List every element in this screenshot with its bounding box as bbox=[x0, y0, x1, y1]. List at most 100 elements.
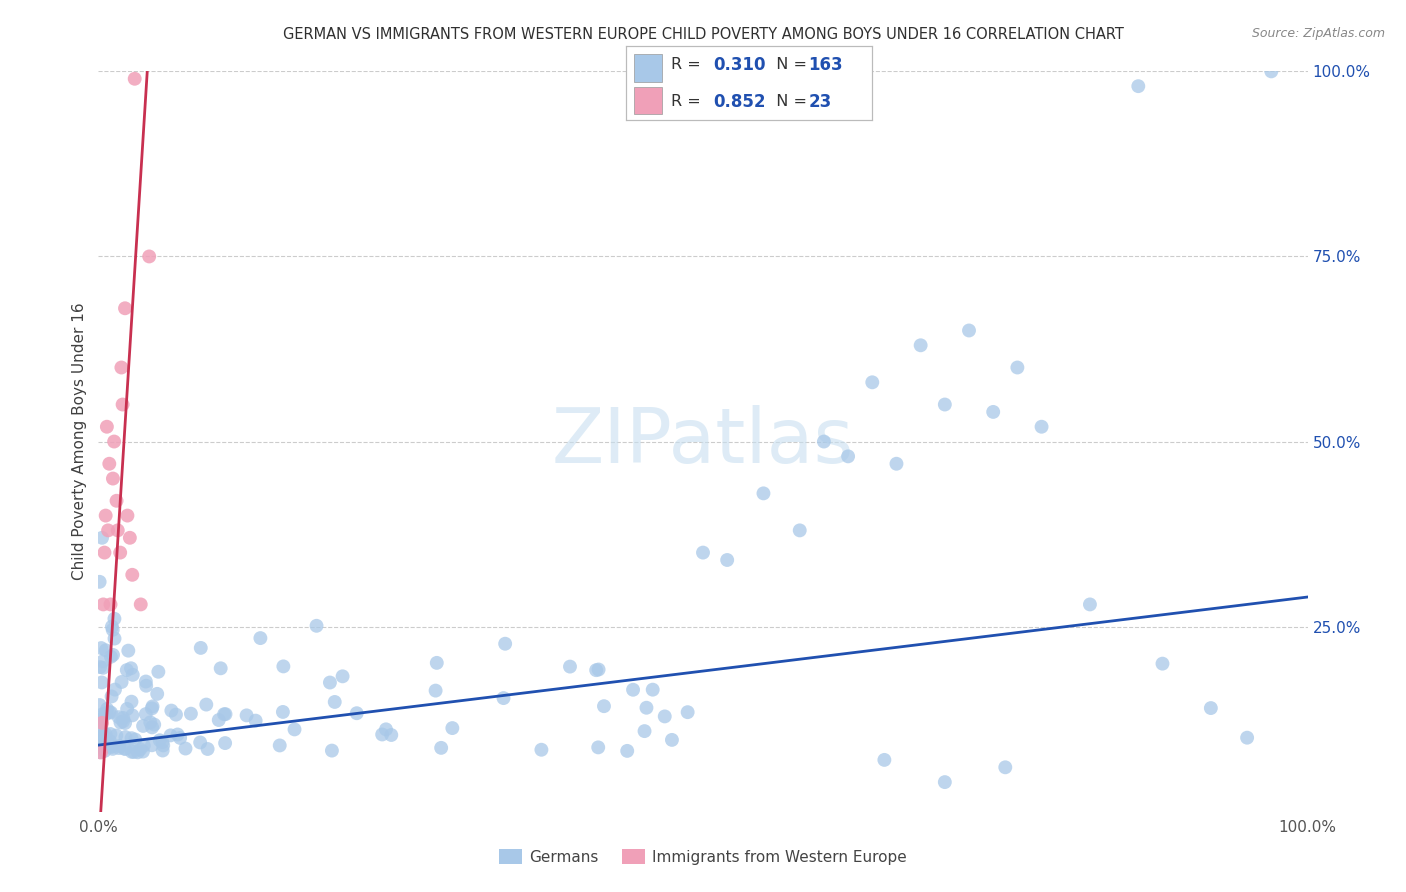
Point bbox=[321, 743, 343, 757]
Point bbox=[124, 71, 146, 86]
Text: 0.310: 0.310 bbox=[713, 56, 765, 74]
Point bbox=[103, 632, 125, 646]
Point bbox=[89, 660, 111, 674]
Point bbox=[633, 724, 655, 739]
Point bbox=[143, 717, 166, 731]
Point bbox=[93, 744, 115, 758]
Point bbox=[138, 250, 160, 264]
Point bbox=[96, 419, 118, 434]
Point bbox=[305, 619, 328, 633]
Point bbox=[114, 742, 136, 756]
Point bbox=[1152, 657, 1174, 671]
Point bbox=[91, 661, 114, 675]
Point bbox=[214, 707, 236, 722]
Point bbox=[159, 728, 181, 742]
Text: 0.852: 0.852 bbox=[713, 93, 765, 111]
Point bbox=[636, 700, 658, 714]
Point bbox=[141, 739, 163, 753]
Point bbox=[101, 471, 124, 485]
Point bbox=[245, 714, 267, 728]
Point bbox=[1260, 64, 1282, 78]
Point bbox=[94, 706, 117, 721]
Point bbox=[107, 524, 129, 538]
Text: Source: ZipAtlas.com: Source: ZipAtlas.com bbox=[1251, 27, 1385, 40]
Point bbox=[98, 705, 121, 719]
Point bbox=[1236, 731, 1258, 745]
Point bbox=[100, 649, 122, 664]
Point bbox=[273, 659, 295, 673]
Point bbox=[441, 721, 464, 735]
Point bbox=[101, 623, 124, 637]
Point bbox=[120, 661, 142, 675]
Point bbox=[122, 745, 145, 759]
Point bbox=[494, 637, 516, 651]
Point bbox=[114, 716, 136, 731]
Point bbox=[212, 707, 235, 722]
Point bbox=[152, 743, 174, 757]
Point bbox=[127, 745, 149, 759]
Point bbox=[789, 524, 811, 538]
Point bbox=[124, 732, 146, 747]
Point bbox=[90, 724, 112, 739]
Point bbox=[1007, 360, 1029, 375]
Point bbox=[110, 360, 132, 375]
Point bbox=[981, 405, 1004, 419]
Point bbox=[375, 723, 398, 737]
Point bbox=[91, 731, 114, 746]
Text: ZIPatlas: ZIPatlas bbox=[551, 405, 855, 478]
Point bbox=[593, 699, 616, 714]
Point bbox=[188, 735, 211, 749]
Point bbox=[141, 720, 163, 734]
Point bbox=[235, 708, 257, 723]
Point bbox=[654, 709, 676, 723]
Point bbox=[146, 687, 169, 701]
Point bbox=[910, 338, 932, 352]
Point bbox=[214, 736, 236, 750]
Point bbox=[94, 730, 117, 744]
Point bbox=[91, 598, 114, 612]
Point bbox=[121, 745, 143, 759]
Point bbox=[121, 731, 143, 746]
Point bbox=[105, 493, 128, 508]
Point bbox=[752, 486, 775, 500]
Point bbox=[621, 682, 644, 697]
Point bbox=[114, 301, 136, 316]
Point bbox=[813, 434, 835, 449]
Point bbox=[323, 695, 346, 709]
Point bbox=[96, 702, 118, 716]
Point bbox=[676, 705, 699, 719]
Point bbox=[89, 745, 111, 759]
Point bbox=[174, 741, 197, 756]
Point bbox=[93, 708, 115, 723]
Point bbox=[141, 699, 163, 714]
Point bbox=[114, 730, 136, 744]
Point bbox=[371, 727, 394, 741]
Point bbox=[115, 702, 138, 716]
Point bbox=[492, 691, 515, 706]
Point bbox=[1128, 79, 1150, 94]
Point bbox=[91, 654, 114, 668]
Point bbox=[585, 663, 607, 677]
Point bbox=[96, 738, 118, 752]
Text: GERMAN VS IMMIGRANTS FROM WESTERN EUROPE CHILD POVERTY AMONG BOYS UNDER 16 CORRE: GERMAN VS IMMIGRANTS FROM WESTERN EUROPE… bbox=[283, 27, 1123, 42]
Point bbox=[90, 713, 112, 727]
Point bbox=[209, 661, 232, 675]
Point bbox=[129, 742, 152, 756]
Point bbox=[269, 739, 291, 753]
Point bbox=[91, 707, 114, 722]
Legend: Germans, Immigrants from Western Europe: Germans, Immigrants from Western Europe bbox=[494, 843, 912, 871]
Point bbox=[121, 567, 143, 582]
Point bbox=[90, 746, 112, 760]
Point bbox=[149, 733, 172, 747]
Point bbox=[180, 706, 202, 721]
Point bbox=[114, 741, 136, 756]
Point bbox=[934, 775, 956, 789]
Point bbox=[100, 690, 122, 704]
Point bbox=[135, 707, 157, 722]
Point bbox=[94, 727, 117, 741]
Point bbox=[96, 735, 118, 749]
Point bbox=[1031, 419, 1053, 434]
Point bbox=[139, 715, 162, 730]
Point bbox=[103, 612, 125, 626]
Point bbox=[957, 324, 980, 338]
